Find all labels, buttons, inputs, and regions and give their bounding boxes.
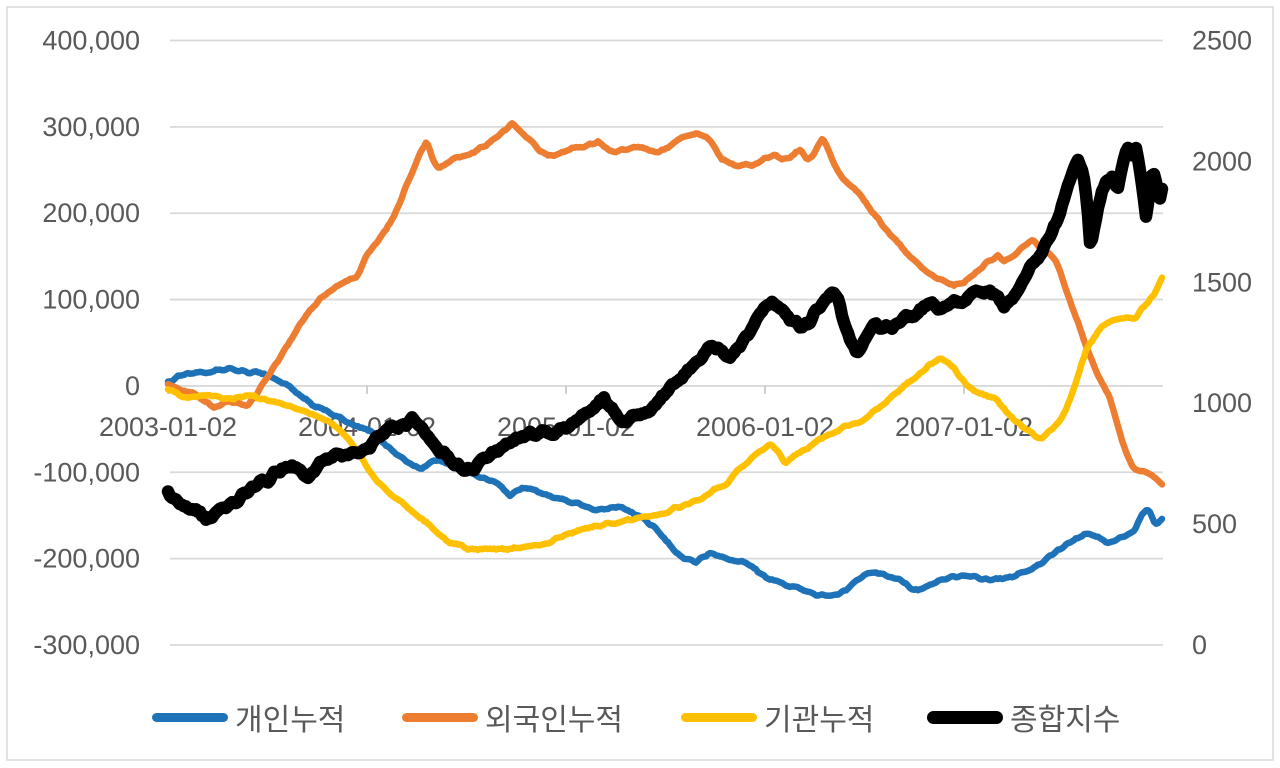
left-axis-label: 0 xyxy=(125,371,140,401)
series-line-1 xyxy=(164,120,1166,488)
legend-marker-foreigner xyxy=(402,712,478,722)
left-axis-label: -300,000 xyxy=(33,630,140,660)
x-axis-label: 2006-01-02 xyxy=(696,412,834,442)
series-line-2 xyxy=(164,274,1166,554)
left-axis-label: 300,000 xyxy=(42,112,140,142)
right-axis-label: 500 xyxy=(1192,509,1237,539)
left-axis-label: -100,000 xyxy=(33,457,140,487)
legend-item-composite-index: 종합지수 xyxy=(927,700,1120,737)
legend-label-foreigner: 외국인누적 xyxy=(485,704,623,737)
legend: 개인누적 외국인누적 기관누적 종합지수 xyxy=(0,700,1280,737)
left-axis-label: 400,000 xyxy=(42,26,140,56)
series-line-3 xyxy=(161,141,1169,526)
legend-label-individual: 개인누적 xyxy=(235,704,346,737)
left-axis-label: 100,000 xyxy=(42,285,140,315)
left-axis-label: -200,000 xyxy=(33,544,140,574)
legend-item-foreigner: 외국인누적 xyxy=(402,700,623,737)
legend-marker-institution xyxy=(681,712,757,722)
chart-border xyxy=(6,6,1274,761)
right-axis-label: 1000 xyxy=(1192,388,1252,418)
right-axis-label: 2500 xyxy=(1192,26,1252,56)
right-axis-label: 0 xyxy=(1192,630,1207,660)
left-axis-label: 200,000 xyxy=(42,198,140,228)
legend-label-composite-index: 종합지수 xyxy=(1010,704,1121,737)
legend-marker-individual xyxy=(152,712,228,722)
right-axis-label: 1500 xyxy=(1192,267,1252,297)
series-line-0 xyxy=(164,364,1166,599)
legend-marker-composite-index xyxy=(927,710,1003,724)
legend-label-institution: 기관누적 xyxy=(764,704,875,737)
x-axis-label: 2003-01-02 xyxy=(99,412,237,442)
legend-item-individual: 개인누적 xyxy=(152,700,345,737)
legend-item-institution: 기관누적 xyxy=(681,700,874,737)
right-axis-label: 2000 xyxy=(1192,146,1252,176)
